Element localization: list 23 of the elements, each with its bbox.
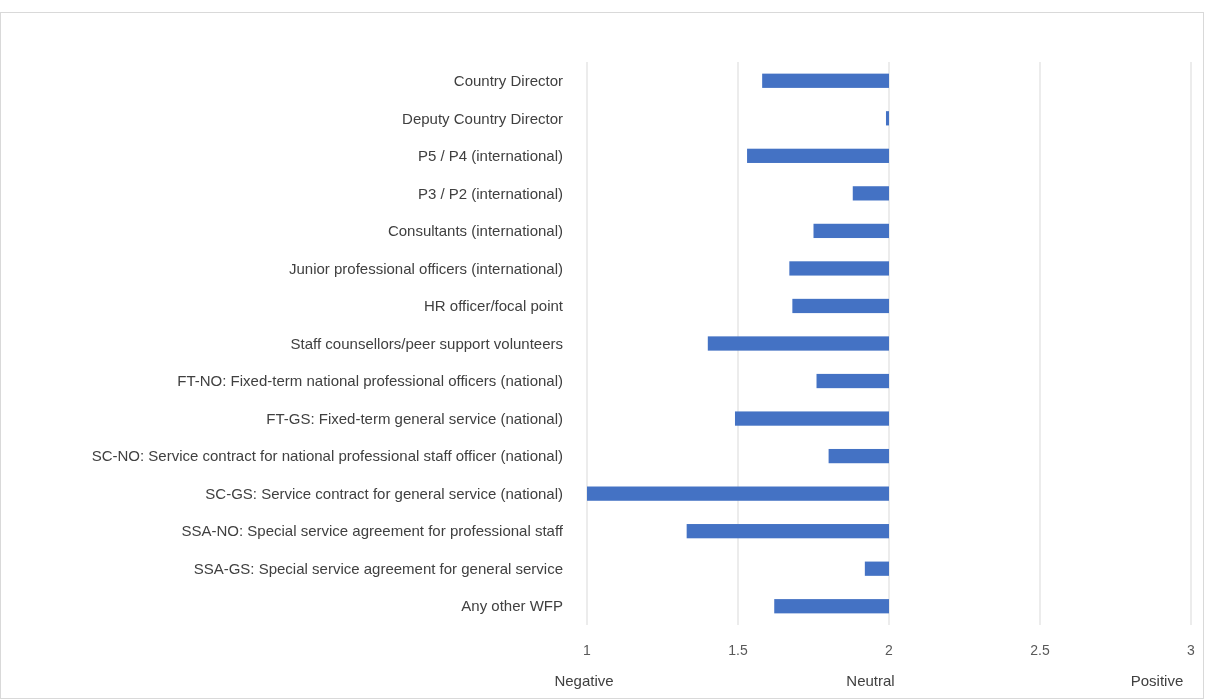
y-tick-label: HR officer/focal point <box>424 297 564 315</box>
y-tick-label: Consultants (international) <box>387 222 563 240</box>
x-tick-label: 2 <box>885 642 894 658</box>
x-tick-label: 1 <box>583 642 592 658</box>
text: Negative <box>554 672 614 689</box>
y-tick-label: Staff counsellors/peer support volunteers <box>290 334 563 352</box>
text: Positive <box>1130 672 1184 689</box>
y-tick-label: SC-GS: Service contract for general service (national) <box>205 484 563 502</box>
x-tick-label: 1.5 <box>728 642 748 658</box>
y-tick-label: SSA-GS: Special service agreement for general service <box>193 559 563 577</box>
text: Neutral <box>846 672 895 689</box>
y-tick-label: FT-NO: Fixed-term national professional officers (national) <box>177 372 563 390</box>
y-tick-label: SC-NO: Service contract for national professional staff officer (national) <box>91 447 563 465</box>
x-tick-label: 2.5 <box>1030 642 1050 658</box>
y-tick-label: Junior professional officers (international) <box>288 259 563 277</box>
y-tick-label: SSA-NO: Special service agreement for professional staff <box>181 522 564 540</box>
y-tick-label: Country Director <box>453 72 563 90</box>
y-tick-label: P3 / P2 (international) <box>417 184 563 202</box>
x-tick-label: 3 <box>1187 642 1196 658</box>
y-tick-label: FT-GS: Fixed-term general service (national) <box>266 409 563 427</box>
y-tick-label: P5 / P4 (international) <box>417 147 563 165</box>
y-tick-label: Any other WFP <box>461 597 563 615</box>
y-tick-label: Deputy Country Director <box>402 109 563 127</box>
